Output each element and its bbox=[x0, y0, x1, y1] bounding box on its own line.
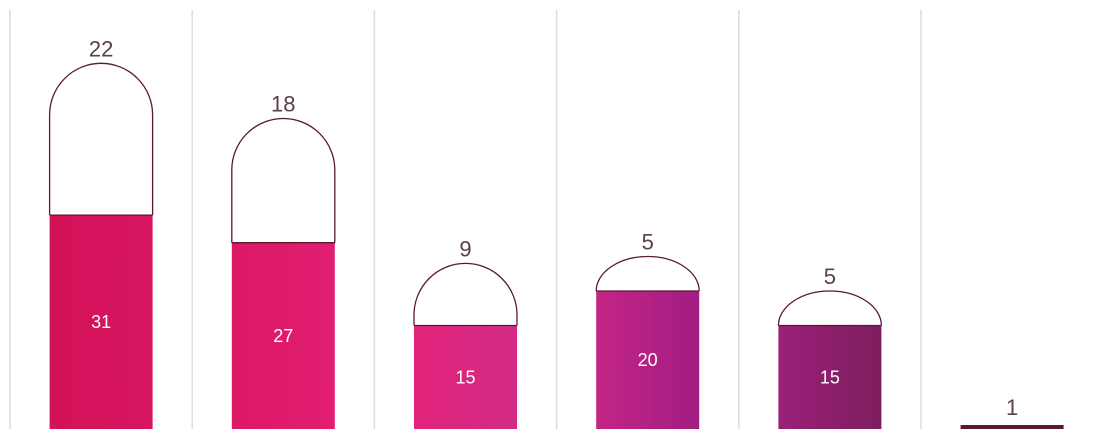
bar-value-label: 15 bbox=[820, 367, 840, 387]
bar-fill bbox=[596, 291, 700, 429]
cap-value-label: 22 bbox=[89, 36, 113, 61]
bar-cap bbox=[413, 262, 518, 326]
bar-value-label: 27 bbox=[273, 326, 293, 346]
bar-value-label: 15 bbox=[455, 367, 475, 387]
cap-value-label: 5 bbox=[824, 264, 836, 289]
bar-cap bbox=[960, 425, 1064, 429]
bar-cap bbox=[777, 290, 883, 326]
cap-value-label: 5 bbox=[642, 230, 654, 255]
bar-cap bbox=[595, 255, 700, 292]
bar-fill bbox=[49, 215, 153, 429]
bar-cap bbox=[231, 117, 336, 243]
cap-value-label: 9 bbox=[459, 236, 471, 261]
cap-value-label: 1 bbox=[1006, 395, 1018, 420]
bar-fill bbox=[778, 325, 882, 429]
bar-value-label: 20 bbox=[638, 350, 658, 370]
bar-fill bbox=[414, 325, 517, 429]
bar-cap bbox=[48, 62, 154, 216]
bar-value-label: 31 bbox=[91, 312, 111, 332]
cap-value-label: 18 bbox=[271, 92, 295, 117]
bar-fill bbox=[231, 242, 335, 429]
